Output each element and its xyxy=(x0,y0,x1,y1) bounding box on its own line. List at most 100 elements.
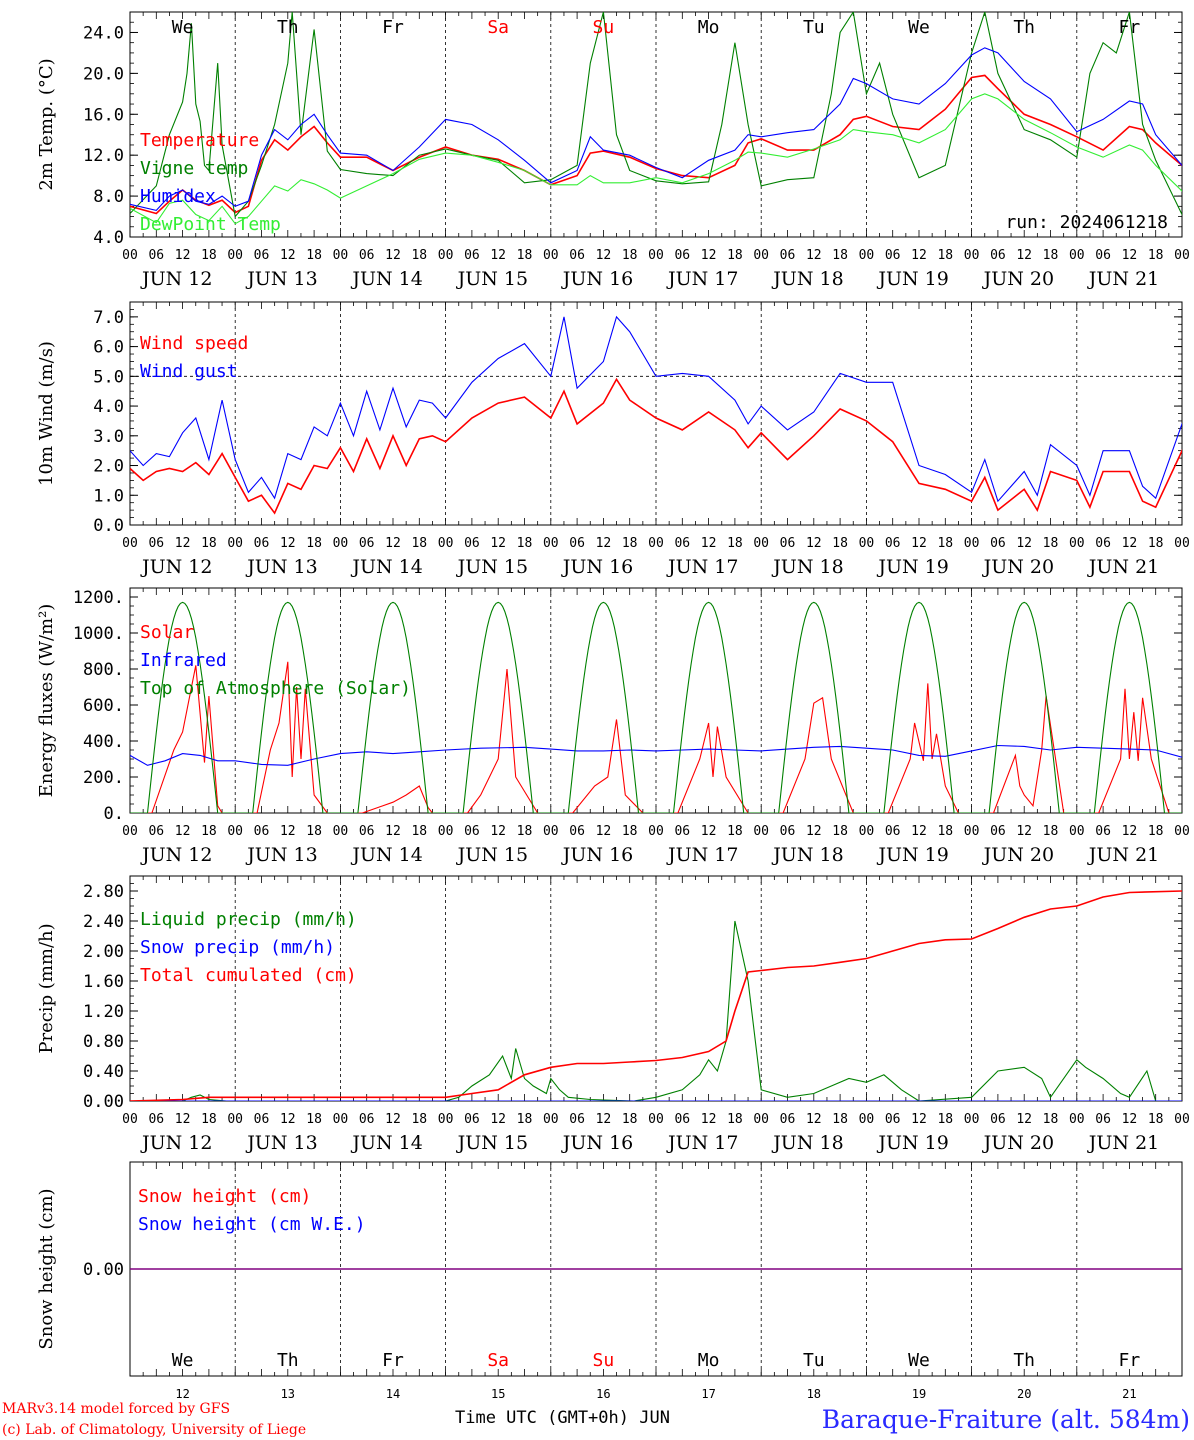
hour-tick-label: 18 xyxy=(937,1112,953,1127)
y-tick-label: 1200. xyxy=(73,588,124,608)
hour-tick-label: 06 xyxy=(569,248,585,263)
hour-tick-label: 12 xyxy=(701,824,717,839)
hour-tick-label: 00 xyxy=(1069,1112,1085,1127)
hour-tick-label: 06 xyxy=(464,1112,480,1127)
weekday-label: We xyxy=(908,1350,930,1371)
date-label: JUN 14 xyxy=(350,844,422,866)
series-group xyxy=(130,315,1182,515)
hour-tick-label: 12 xyxy=(385,824,401,839)
hour-tick-label: 12 xyxy=(596,824,612,839)
hour-tick-label: 12 xyxy=(1122,824,1138,839)
weekday-label: Tu xyxy=(803,1350,825,1371)
hour-tick-label: 18 xyxy=(201,824,217,839)
legend-entry: Vigne temp xyxy=(140,158,248,179)
hour-tick-label: 00 xyxy=(438,248,454,263)
hour-tick-label: 12 xyxy=(490,536,506,551)
hour-tick-label: 00 xyxy=(1069,824,1085,839)
hour-tick-label: 18 xyxy=(622,536,638,551)
hour-tick-label: 18 xyxy=(306,536,322,551)
hour-tick-label: 00 xyxy=(1174,536,1190,551)
date-label: JUN 13 xyxy=(245,556,317,578)
day-number-label: 20 xyxy=(1017,1387,1031,1401)
legend-entry: Temperature xyxy=(140,130,259,151)
series-line-top-of-atmosphere-solar- xyxy=(130,601,1182,813)
y-tick-label: 400. xyxy=(83,732,124,752)
legend-entry: Snow height (cm W.E.) xyxy=(138,1214,366,1235)
y-tick-label: 4.0 xyxy=(93,397,124,417)
hour-tick-label: 06 xyxy=(990,248,1006,263)
hour-tick-label: 00 xyxy=(543,536,559,551)
weekday-label: We xyxy=(172,1350,194,1371)
date-label: JUN 12 xyxy=(140,1132,212,1154)
hour-tick-label: 18 xyxy=(1043,1112,1059,1127)
date-label: JUN 18 xyxy=(771,1132,843,1154)
panel-frame xyxy=(129,587,1183,814)
hour-tick-label: 12 xyxy=(806,824,822,839)
hour-tick-label: 18 xyxy=(832,248,848,263)
hour-tick-label: 06 xyxy=(254,536,270,551)
y-tick-label: 0. xyxy=(104,804,124,824)
hour-tick-label: 00 xyxy=(227,248,243,263)
weekday-label: Fr xyxy=(382,1350,404,1371)
hour-tick-label: 18 xyxy=(937,536,953,551)
panel-frame xyxy=(129,11,1183,238)
hour-tick-label: 12 xyxy=(175,536,191,551)
date-label: JUN 19 xyxy=(876,556,948,578)
hour-tick-label: 12 xyxy=(596,248,612,263)
hour-tick-label: 00 xyxy=(438,1112,454,1127)
hour-tick-label: 00 xyxy=(648,248,664,263)
hour-tick-label: 18 xyxy=(411,824,427,839)
day-number-label: 19 xyxy=(912,1387,926,1401)
hour-tick-label: 00 xyxy=(859,536,875,551)
hour-tick-label: 12 xyxy=(911,824,927,839)
hour-tick-label: 12 xyxy=(1016,824,1032,839)
hour-tick-label: 00 xyxy=(1069,248,1085,263)
hour-tick-label: 06 xyxy=(254,1112,270,1127)
y-tick-label: 1.20 xyxy=(83,1002,124,1022)
hour-tick-label: 18 xyxy=(411,1112,427,1127)
hour-tick-label: 18 xyxy=(622,824,638,839)
hour-tick-label: 18 xyxy=(411,536,427,551)
hour-tick-label: 18 xyxy=(832,536,848,551)
y-tick-label: 1.0 xyxy=(93,486,124,506)
y-tick-label: 1000. xyxy=(73,624,124,644)
hour-tick-label: 00 xyxy=(122,1112,138,1127)
hour-tick-label: 00 xyxy=(438,536,454,551)
meteogram-panels: 4.0 8.0 12.0 16.0 20.0 24.0 2m Temp. (°C) Tempe… xyxy=(36,11,1190,1401)
date-label: JUN 12 xyxy=(140,556,212,578)
series-line-wind-speed xyxy=(130,377,1182,515)
legend-entry: Wind speed xyxy=(140,333,248,354)
hour-tick-label: 06 xyxy=(359,824,375,839)
hour-tick-label: 12 xyxy=(911,1112,927,1127)
hour-tick-label: 00 xyxy=(753,248,769,263)
panel-temp: 4.0 8.0 12.0 16.0 20.0 24.0 2m Temp. (°C) Tempe… xyxy=(36,11,1190,290)
y-tick-label: 2.80 xyxy=(83,882,124,902)
weekday-label: Fr xyxy=(1119,17,1141,38)
hour-tick-label: 12 xyxy=(385,1112,401,1127)
hour-tick-label: 12 xyxy=(1122,1112,1138,1127)
series-line-wind-gust xyxy=(130,315,1182,503)
date-label: JUN 13 xyxy=(245,268,317,290)
weekday-label: Th xyxy=(277,17,299,38)
hour-tick-label: 06 xyxy=(885,536,901,551)
date-label: JUN 17 xyxy=(666,268,738,290)
hour-tick-label: 18 xyxy=(1148,536,1164,551)
legend-entry: Top of Atmosphere (Solar) xyxy=(140,678,411,699)
hour-tick-label: 06 xyxy=(569,824,585,839)
panel-energy: 0. 200. 400. 600. 800. 1000. 1200. Energy fluxe… xyxy=(36,587,1190,866)
weekday-label: Sa xyxy=(487,17,509,38)
weekday-label: We xyxy=(908,17,930,38)
legend-entry: Infrared xyxy=(140,650,227,671)
series-line-dewpoint-temp xyxy=(130,93,1182,225)
hour-tick-label: 00 xyxy=(122,248,138,263)
weekday-label: Tu xyxy=(803,17,825,38)
date-label: JUN 20 xyxy=(982,844,1054,866)
hour-tick-label: 00 xyxy=(859,824,875,839)
station-title: Baraque-Fraiture (alt. 584m) xyxy=(822,1405,1190,1434)
y-tick-label: 3.0 xyxy=(93,427,124,447)
date-label: JUN 14 xyxy=(350,556,422,578)
panel-snow: 0.00 Snow height (cm) Snow height (cm) Snow… xyxy=(36,1161,1183,1401)
hour-tick-label: 06 xyxy=(780,824,796,839)
hour-tick-label: 06 xyxy=(148,248,164,263)
hour-tick-label: 00 xyxy=(227,536,243,551)
